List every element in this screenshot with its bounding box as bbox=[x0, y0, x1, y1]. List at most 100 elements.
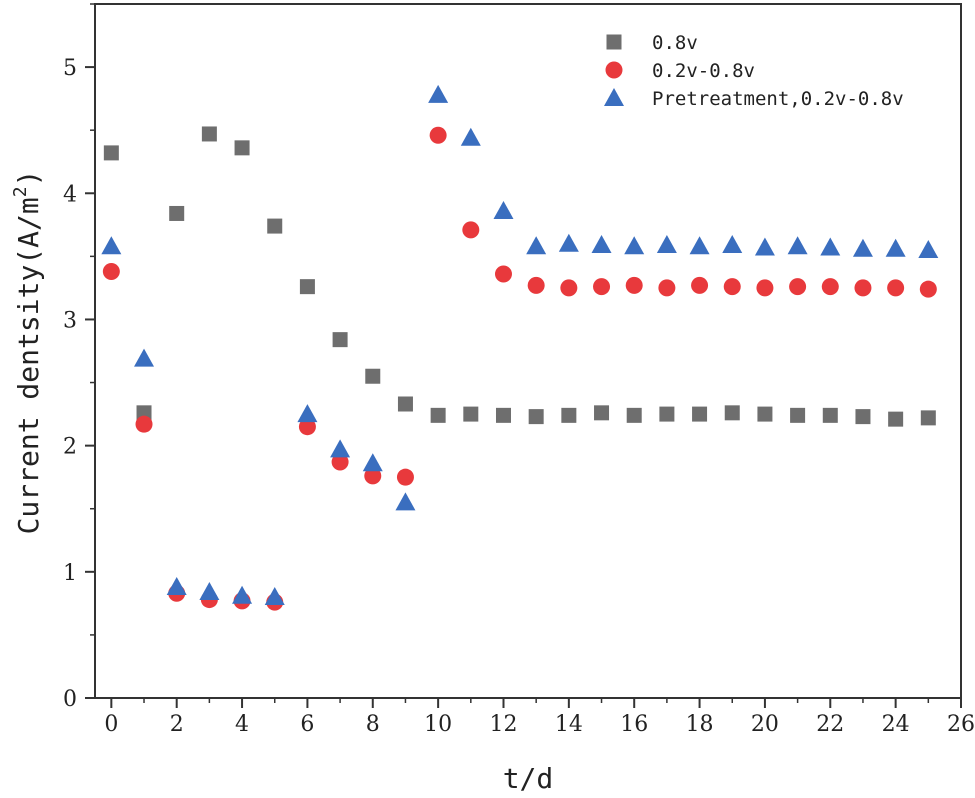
data-point bbox=[460, 127, 481, 146]
data-point bbox=[232, 585, 253, 604]
data-point bbox=[692, 406, 708, 422]
data-point bbox=[754, 237, 775, 256]
x-tick-label: 4 bbox=[235, 712, 249, 737]
legend-label: Pretreatment,0.2v-0.8v bbox=[652, 88, 904, 110]
y-axis-title-sup: 2 bbox=[10, 186, 31, 197]
data-point bbox=[887, 279, 905, 297]
data-point bbox=[691, 276, 709, 294]
data-point bbox=[920, 410, 936, 426]
data-point bbox=[689, 236, 710, 255]
data-point bbox=[429, 126, 447, 144]
data-point bbox=[854, 279, 872, 297]
data-point bbox=[332, 332, 348, 348]
x-tick-label: 6 bbox=[300, 712, 314, 737]
y-tick-label: 3 bbox=[63, 308, 77, 333]
data-point bbox=[463, 406, 479, 422]
data-point bbox=[362, 453, 383, 472]
x-tick-label: 24 bbox=[882, 712, 910, 737]
x-tick-label: 16 bbox=[620, 712, 648, 737]
y-axis-title: Current dentsity(A/m2) bbox=[10, 170, 45, 535]
data-point bbox=[658, 279, 676, 297]
data-point bbox=[299, 279, 315, 295]
data-point bbox=[527, 276, 545, 294]
data-point bbox=[625, 276, 643, 294]
data-point bbox=[591, 235, 612, 254]
data-point bbox=[820, 237, 841, 256]
legend-marker bbox=[604, 88, 624, 106]
data-point bbox=[821, 278, 839, 296]
data-point bbox=[234, 140, 250, 156]
x-tick-label: 2 bbox=[170, 712, 184, 737]
data-point bbox=[494, 265, 512, 283]
y-tick-label: 0 bbox=[63, 687, 77, 712]
data-point bbox=[918, 240, 939, 259]
x-tick-label: 22 bbox=[816, 712, 844, 737]
data-point bbox=[365, 368, 381, 384]
data-point bbox=[102, 263, 120, 281]
series-3 bbox=[101, 84, 939, 606]
data-point bbox=[789, 278, 807, 296]
data-point bbox=[430, 407, 446, 423]
series-1 bbox=[103, 126, 936, 427]
x-axis-title: t/d bbox=[503, 762, 554, 795]
y-tick-label: 4 bbox=[63, 182, 77, 207]
data-point bbox=[297, 404, 318, 423]
legend-marker bbox=[606, 34, 622, 50]
data-point bbox=[624, 236, 645, 255]
data-point bbox=[560, 279, 578, 297]
data-point bbox=[722, 235, 743, 254]
data-point bbox=[264, 587, 285, 606]
legend-label: 0.8v bbox=[652, 32, 698, 54]
data-point bbox=[199, 582, 220, 601]
y-axis-title-main: Current dentsity(A/m bbox=[12, 197, 45, 534]
data-point bbox=[135, 415, 153, 433]
data-point bbox=[267, 218, 283, 234]
data-point bbox=[822, 407, 838, 423]
legend-label: 0.2v-0.8v bbox=[652, 60, 755, 82]
x-tick-label: 8 bbox=[366, 712, 380, 737]
data-point bbox=[331, 453, 349, 471]
y-tick-label: 2 bbox=[63, 435, 77, 460]
data-point bbox=[790, 407, 806, 423]
data-point bbox=[134, 348, 155, 367]
series-2 bbox=[102, 126, 937, 611]
data-point bbox=[526, 236, 547, 255]
data-point bbox=[462, 221, 480, 239]
x-tick-label: 26 bbox=[947, 712, 975, 737]
data-point bbox=[528, 409, 544, 425]
data-point bbox=[626, 407, 642, 423]
x-tick-label: 12 bbox=[489, 712, 517, 737]
data-point bbox=[395, 492, 416, 511]
data-point bbox=[855, 409, 871, 425]
x-tick-label: 0 bbox=[104, 712, 118, 737]
y-tick-label: 1 bbox=[63, 561, 77, 586]
data-point bbox=[493, 200, 514, 219]
data-point bbox=[852, 238, 873, 257]
data-point bbox=[659, 406, 675, 422]
axes bbox=[94, 3, 962, 699]
data-point bbox=[396, 468, 414, 486]
data-point bbox=[756, 279, 774, 297]
data-point bbox=[724, 405, 740, 421]
data-point bbox=[330, 439, 351, 458]
data-point bbox=[298, 418, 316, 436]
data-point bbox=[723, 278, 741, 296]
data-point bbox=[364, 467, 382, 485]
data-point bbox=[558, 233, 579, 252]
data-point bbox=[428, 84, 449, 103]
x-tick-label: 14 bbox=[555, 712, 583, 737]
legend-marker bbox=[605, 61, 623, 79]
y-tick-label: 5 bbox=[63, 56, 77, 81]
data-point bbox=[888, 411, 904, 427]
data-point bbox=[101, 236, 122, 255]
data-point bbox=[787, 236, 808, 255]
data-point bbox=[919, 280, 937, 298]
x-tick-label: 10 bbox=[424, 712, 452, 737]
data-point bbox=[594, 405, 610, 421]
legend: 0.8v 0.2v-0.8v Pretreatment,0.2v-0.8v bbox=[604, 32, 904, 110]
data-marks bbox=[101, 84, 939, 611]
data-point bbox=[166, 576, 187, 595]
x-tick-label: 18 bbox=[686, 712, 714, 737]
data-point bbox=[593, 278, 611, 296]
